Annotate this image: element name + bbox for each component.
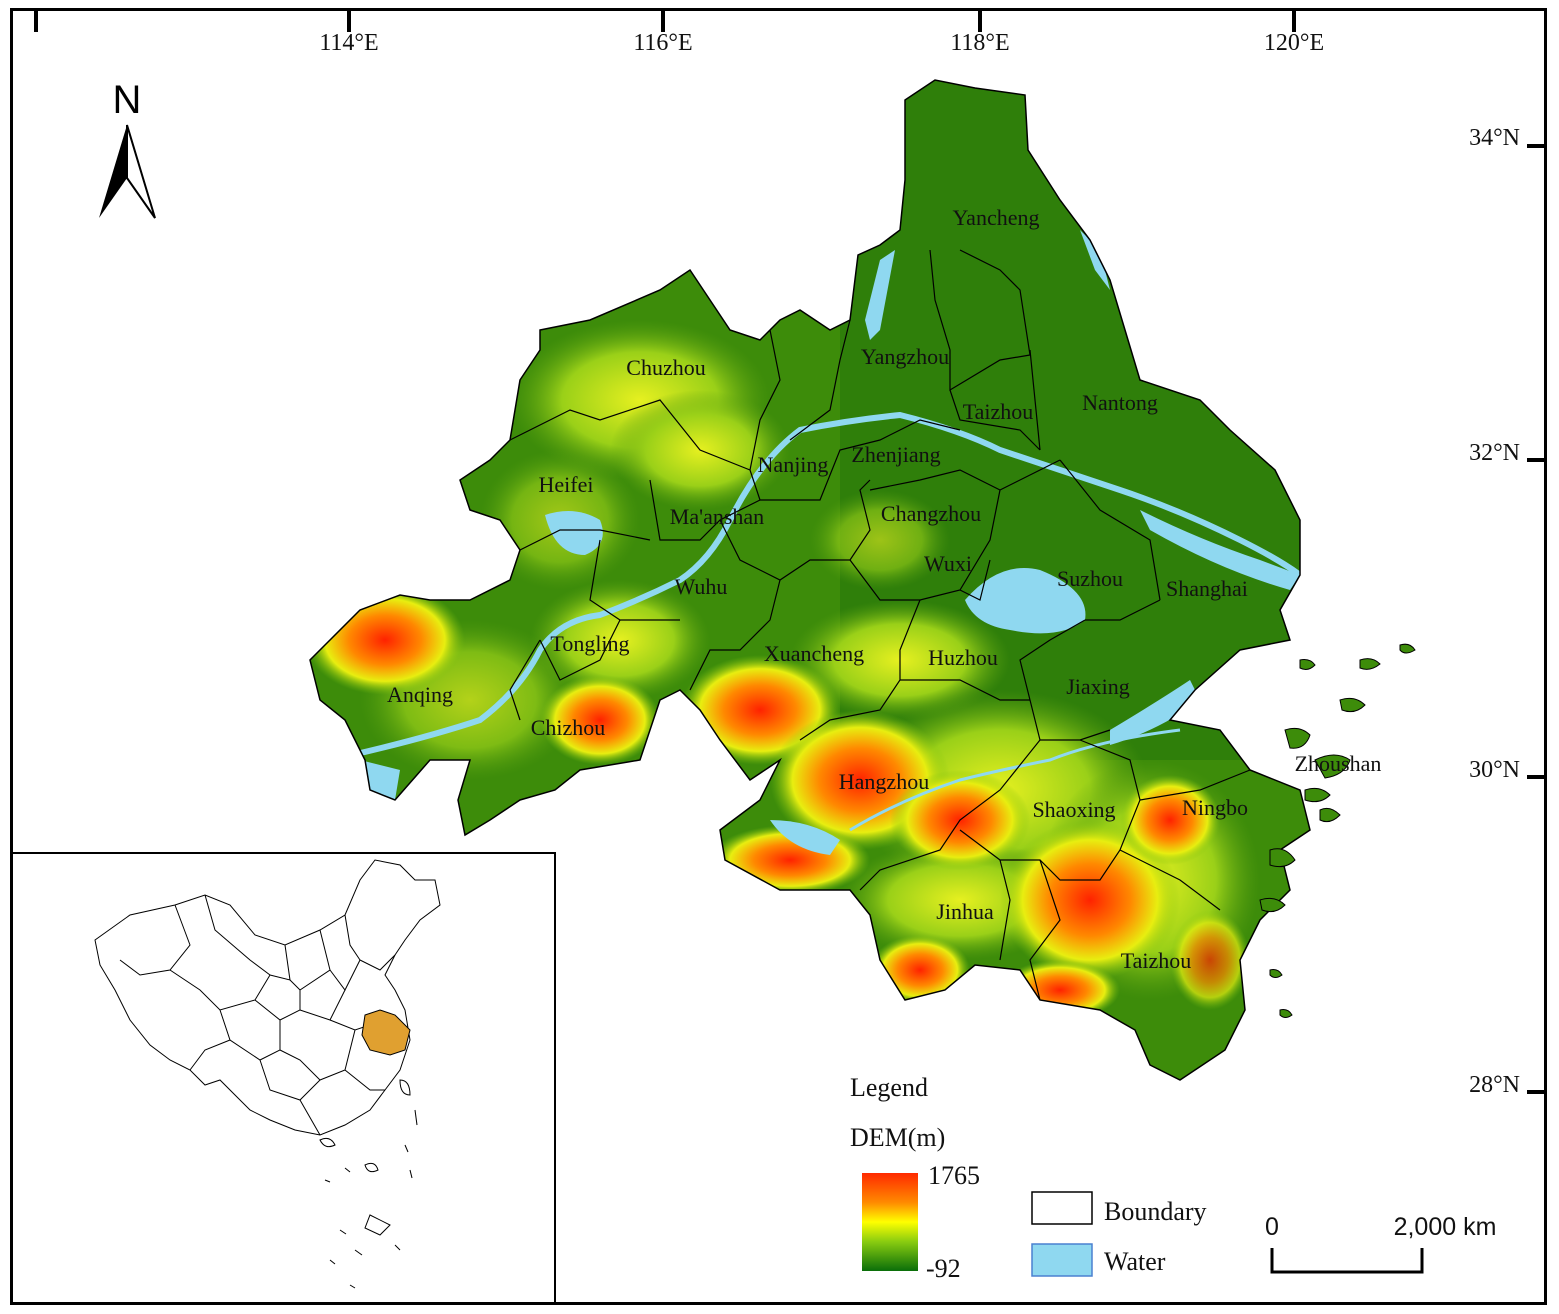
city-label: Taizhou: [963, 399, 1034, 424]
city-label: Zhoushan: [1295, 751, 1382, 776]
graticule-ticks: [34, 11, 1546, 1094]
city-label: Changzhou: [881, 501, 981, 526]
lon-label-120: 120°E: [1264, 30, 1324, 56]
legend: Legend DEM(m) 1765 -92 Boundary Water: [850, 1073, 1207, 1283]
city-label: Yangzhou: [861, 344, 949, 369]
city-label: Yancheng: [953, 205, 1040, 230]
boundary-label: Boundary: [1104, 1197, 1207, 1226]
boundary-swatch: [1031, 1191, 1093, 1225]
north-label: N: [113, 78, 142, 122]
dem-legend-title: DEM(m): [850, 1123, 945, 1152]
city-label: Zhenjiang: [851, 442, 940, 467]
scale-end-label: 2,000 km: [1394, 1213, 1497, 1241]
city-label: Ma'anshan: [670, 504, 764, 529]
zhoushan-islands: [1259, 643, 1416, 1018]
city-label: Nanjing: [758, 452, 829, 477]
city-label: Chuzhou: [626, 355, 705, 380]
lat-label-34: 34°N: [1469, 125, 1520, 151]
lat-label-32: 32°N: [1469, 440, 1520, 466]
city-label: Xuancheng: [764, 641, 864, 666]
dem-max-label: 1765: [928, 1161, 980, 1190]
city-label: Shaoxing: [1032, 797, 1115, 822]
city-label: Nantong: [1082, 390, 1158, 415]
city-labels: Yancheng Chuzhou Yangzhou Taizhou Nanton…: [387, 205, 1381, 973]
city-label: Wuhu: [675, 574, 728, 599]
dem-min-label: -92: [926, 1254, 961, 1283]
city-label: Ningbo: [1182, 795, 1248, 820]
lat-label-28: 28°N: [1469, 1072, 1520, 1098]
water-label: Water: [1104, 1247, 1166, 1276]
city-label: Wuxi: [924, 551, 972, 576]
lon-label-114: 114°E: [319, 30, 378, 56]
scale-start-label: 0: [1265, 1213, 1279, 1241]
map-frame: [10, 8, 1547, 1305]
lat-label-30: 30°N: [1469, 757, 1520, 783]
city-boundaries: [509, 249, 1251, 1001]
dem-color-ramp: [862, 1173, 918, 1271]
city-label: Shanghai: [1166, 576, 1248, 601]
scale-bar: 0 2,000 km: [1265, 1213, 1497, 1274]
city-label: Tongling: [550, 631, 629, 656]
north-arrow-icon: N: [99, 78, 156, 219]
city-label: Heifei: [539, 472, 594, 497]
city-label: Huzhou: [928, 645, 998, 670]
dem-region: [309, 79, 1311, 1081]
city-label: Jinhua: [936, 899, 994, 924]
city-label: Hangzhou: [839, 769, 929, 794]
lon-label-116: 116°E: [633, 30, 692, 56]
water-swatch: [1031, 1243, 1093, 1277]
city-label: Chizhou: [531, 715, 606, 740]
city-label: Anqing: [387, 682, 453, 707]
city-label: Jiaxing: [1066, 674, 1130, 699]
city-label: Taizhou: [1121, 948, 1192, 973]
legend-title: Legend: [850, 1073, 928, 1102]
study-area-highlight: [361, 1009, 411, 1056]
lon-label-118: 118°E: [950, 30, 1009, 56]
china-locator-map: [11, 852, 556, 1304]
city-label: Suzhou: [1057, 566, 1123, 591]
